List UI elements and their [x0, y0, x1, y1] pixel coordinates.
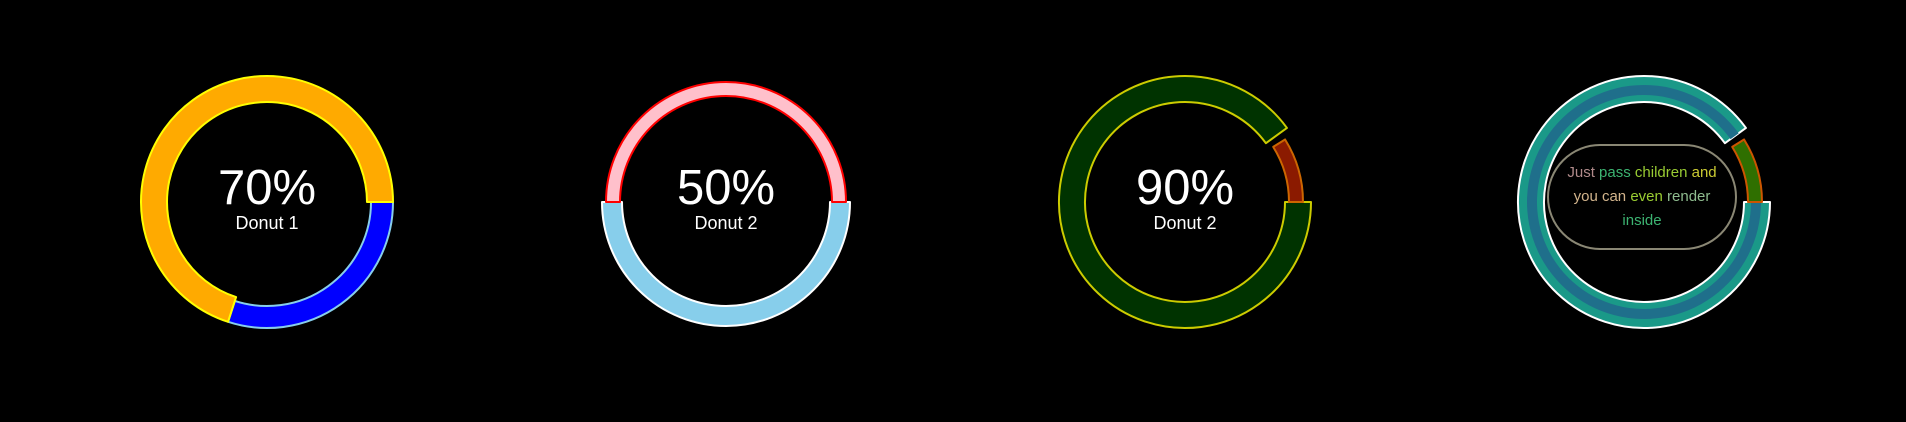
- donut-4-message-word: children: [1634, 164, 1688, 181]
- donut-4-message: Just pass children and you can even rend…: [1565, 161, 1719, 233]
- donut-4-remainder-arc: [1731, 138, 1763, 203]
- donut-2-ring: [601, 81, 851, 327]
- donut-3-value-arc: [1058, 75, 1312, 329]
- donut-1-ring: [140, 75, 394, 329]
- donut-4-message-word: even: [1630, 188, 1663, 205]
- donut-4-message-pill: Just pass children and you can even rend…: [1547, 144, 1737, 250]
- donut-3-ring: [1058, 75, 1312, 329]
- donut-4-message-word: render: [1667, 188, 1711, 205]
- donut-4-message-word: pass: [1599, 164, 1631, 181]
- donut-2-label: Donut 2: [694, 213, 758, 233]
- donut-chart-2: 50% Donut 2: [576, 0, 876, 422]
- donut-3-remainder-arc: [1272, 138, 1304, 203]
- donut-1-label: Donut 1: [235, 213, 299, 233]
- donut-chart-1: 70% Donut 1: [117, 0, 417, 422]
- donut-1-value-arc: [140, 75, 394, 323]
- donut-4-ring: [1517, 75, 1771, 329]
- donut-2-value-arc: [605, 81, 847, 203]
- donut-3-label: Donut 2: [1153, 213, 1217, 233]
- donut-3-percent: 90%: [1135, 161, 1235, 215]
- donut-4-message-word: can: [1601, 188, 1627, 205]
- donut-2-track-arc: [601, 201, 851, 327]
- donut-chart-3: 90% Donut 2: [1035, 0, 1335, 422]
- donut-4-message-word: inside: [1622, 212, 1662, 229]
- donut-chart-4: Just pass children and you can even rend…: [1494, 0, 1794, 422]
- donut-2-percent: 50%: [676, 161, 776, 215]
- donut-4-message-word: Just: [1567, 164, 1595, 181]
- donut-1-percent: 70%: [217, 161, 317, 215]
- donut-4-message-word: you: [1573, 188, 1598, 205]
- donut-4-value-arc: [1517, 75, 1771, 329]
- donut-4-message-word: and: [1691, 164, 1717, 181]
